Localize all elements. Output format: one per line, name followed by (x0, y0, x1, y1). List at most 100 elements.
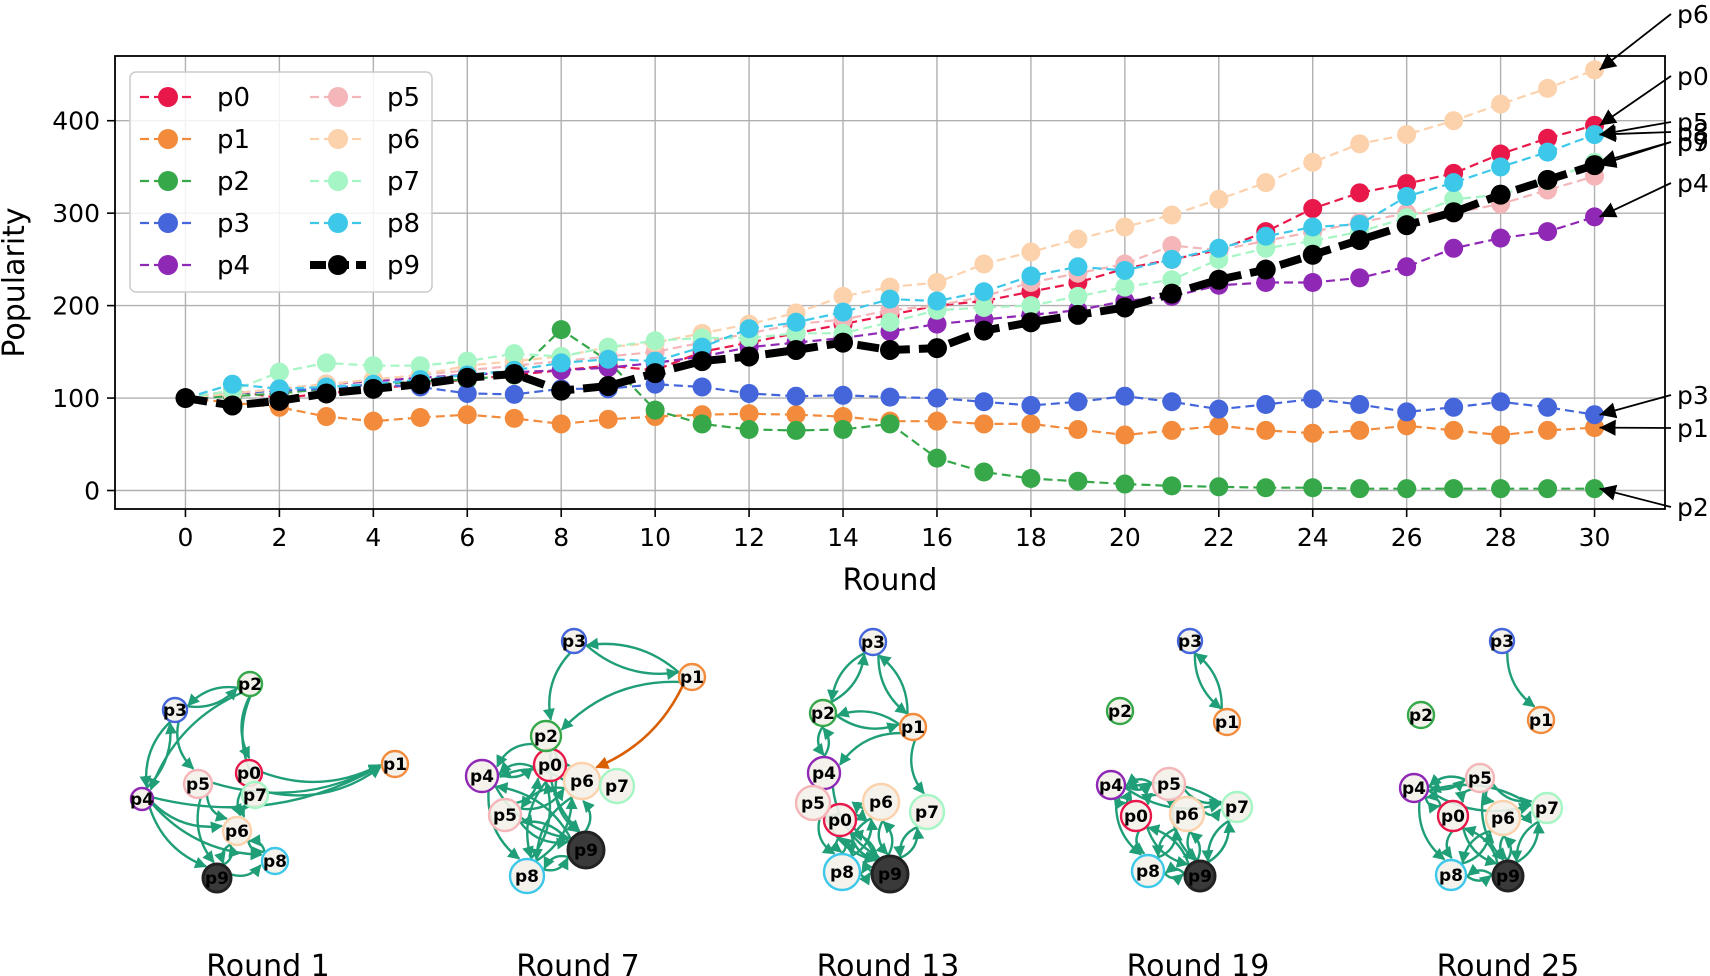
data-point-p8 (1068, 257, 1088, 277)
data-point-p9 (551, 380, 572, 401)
node-circle (508, 857, 546, 895)
node-p1: p1 (898, 712, 928, 742)
node-p3: p3 (1488, 627, 1516, 655)
node-circle (260, 846, 290, 876)
legend-swatch-marker (328, 255, 348, 275)
annotation-label: p5 (1677, 108, 1709, 137)
node-label: p2 (811, 704, 835, 724)
data-point-p8 (1162, 249, 1182, 269)
network-panel-3: p0 p1 p2 p3 p4 p5 p6 p7 p8 p9 Round 13 (794, 627, 960, 976)
data-point-p1 (1491, 425, 1511, 445)
data-point-p2 (786, 420, 806, 440)
edges (487, 637, 684, 872)
network-edge (1454, 788, 1473, 804)
data-point-p2 (645, 400, 665, 420)
panel-title: Round 19 (1127, 949, 1270, 976)
legend-label: p0 (217, 83, 250, 113)
node-p5: p5 (182, 768, 214, 800)
network-edge (898, 827, 925, 860)
panel-title: Round 13 (817, 949, 960, 976)
legend-swatch-marker (158, 255, 178, 275)
data-point-p7 (1068, 286, 1088, 306)
legend-item-p0: p0 (140, 83, 250, 113)
data-point-p4 (1585, 207, 1605, 227)
data-point-p1 (410, 407, 430, 427)
data-point-p7 (1021, 296, 1041, 316)
data-point-p9 (973, 320, 994, 341)
annotation-label: p4 (1677, 169, 1709, 198)
annotation-label: p2 (1677, 493, 1709, 522)
data-point-p6 (833, 286, 853, 306)
data-point-p9 (786, 339, 807, 360)
data-point-p0 (1303, 199, 1323, 219)
legend-swatch-marker (158, 87, 178, 107)
network-edge (267, 766, 382, 797)
network-edge (1491, 783, 1533, 809)
legend-label: p2 (217, 167, 250, 197)
node-circle (380, 749, 410, 779)
data-point-p3 (504, 384, 524, 404)
node-circle (822, 802, 858, 838)
data-point-p8 (1397, 187, 1417, 207)
data-point-p9 (692, 351, 713, 372)
node-label: p7 (1535, 799, 1559, 819)
network-edge (186, 687, 238, 709)
node-circle (161, 696, 189, 724)
node-label: p2 (1409, 706, 1433, 726)
data-point-p3 (1303, 389, 1323, 409)
data-point-p1 (1397, 416, 1417, 436)
node-label: p7 (1225, 798, 1249, 818)
data-point-p2 (1350, 479, 1370, 499)
data-point-p8 (1256, 226, 1276, 246)
data-point-p1 (551, 414, 571, 434)
network-panel-1: p0 p1 p2 p3 p4 p5 p6 p7 p8 p9 Round 1 (129, 670, 410, 976)
data-point-p9 (175, 388, 196, 409)
data-point-p1 (786, 405, 806, 425)
node-circle (1464, 762, 1496, 794)
data-point-p9 (1537, 169, 1558, 190)
data-point-p2 (1021, 468, 1041, 488)
node-p7: p7 (908, 793, 946, 831)
node-label: p4 (1099, 776, 1123, 796)
node-circle (1530, 791, 1564, 825)
legend-label: p1 (217, 125, 250, 155)
data-point-p9 (1255, 259, 1276, 280)
node-p9: p9 (201, 862, 233, 894)
data-point-p2 (927, 448, 947, 468)
node-circle (1212, 707, 1242, 737)
x-tick-label: 18 (1015, 523, 1047, 552)
node-label: p6 (1175, 805, 1199, 825)
data-point-p8 (833, 302, 853, 322)
network-edge (817, 818, 836, 855)
node-label: p6 (225, 822, 249, 842)
annotation-label: p3 (1677, 381, 1709, 410)
network-edge (829, 653, 869, 704)
data-point-p9 (926, 338, 947, 359)
network-edge (858, 872, 872, 886)
data-point-p2 (1538, 479, 1558, 499)
data-point-p4 (1444, 238, 1464, 258)
network-edge (860, 860, 874, 874)
data-point-p3 (1444, 397, 1464, 417)
data-point-p9 (739, 346, 760, 367)
annotation-arrow (1599, 141, 1672, 168)
node-p6: p6 (221, 815, 253, 847)
node-p7: p7 (598, 767, 636, 805)
data-point-p9 (645, 363, 666, 384)
x-tick-label: 2 (271, 523, 287, 552)
network-edge (187, 685, 239, 707)
node-circle (236, 670, 264, 698)
node-label: p8 (263, 852, 287, 872)
annotation-label: p1 (1677, 414, 1709, 443)
node-circle (1488, 627, 1516, 655)
network-edge (1481, 789, 1495, 806)
node-label: p2 (1108, 702, 1132, 722)
data-point-p3 (739, 383, 759, 403)
network-edge (151, 801, 223, 834)
x-tick-label: 28 (1485, 523, 1517, 552)
data-point-p6 (1491, 94, 1511, 114)
node-label: p1 (1529, 711, 1553, 731)
annotation-label: p9 (1677, 128, 1709, 157)
data-point-p7 (1162, 270, 1182, 290)
